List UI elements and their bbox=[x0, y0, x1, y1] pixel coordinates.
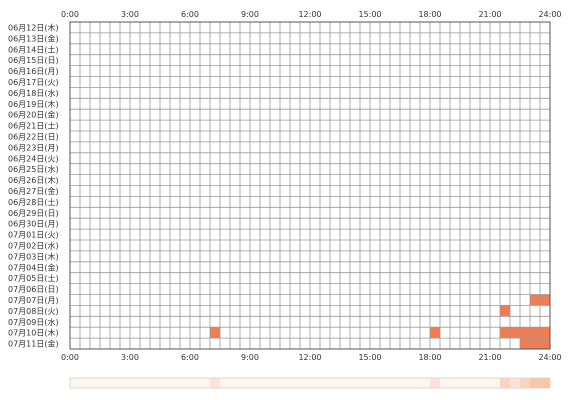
activity-cell bbox=[500, 327, 550, 339]
row-date-label: 06月20日(金) bbox=[8, 110, 59, 120]
x-tick-label-top: 21:00 bbox=[478, 10, 501, 19]
x-tick-label-bottom: 24:00 bbox=[538, 353, 561, 362]
x-tick-label-bottom: 21:00 bbox=[478, 353, 501, 362]
summary-strip-segment bbox=[530, 378, 540, 388]
x-tick-label-top: 6:00 bbox=[181, 10, 199, 19]
x-tick-label-bottom: 0:00 bbox=[61, 353, 79, 362]
x-tick-label-bottom: 3:00 bbox=[121, 353, 139, 362]
x-tick-label-top: 9:00 bbox=[241, 10, 259, 19]
row-date-label: 06月19日(木) bbox=[8, 99, 59, 109]
summary-strip-segment bbox=[500, 378, 510, 388]
activity-cell bbox=[210, 327, 220, 339]
summary-strip-segment bbox=[430, 378, 440, 388]
x-tick-label-top: 0:00 bbox=[61, 10, 79, 19]
row-date-label: 06月16日(月) bbox=[8, 67, 59, 76]
summary-strip-segment bbox=[510, 378, 520, 388]
row-date-label: 07月09日(水) bbox=[8, 317, 59, 327]
x-tick-label-bottom: 9:00 bbox=[241, 353, 259, 362]
row-date-label: 07月11日(金) bbox=[8, 339, 59, 349]
x-tick-label-bottom: 6:00 bbox=[181, 353, 199, 362]
summary-strip bbox=[70, 378, 550, 388]
row-date-label: 06月18日(水) bbox=[8, 88, 59, 98]
x-tick-label-top: 15:00 bbox=[358, 10, 381, 19]
row-date-label: 07月02日(水) bbox=[8, 240, 59, 250]
row-date-label: 07月08日(火) bbox=[8, 307, 59, 316]
x-tick-label-top: 24:00 bbox=[538, 10, 561, 19]
activity-cell bbox=[430, 327, 440, 339]
row-date-label: 06月25日(水) bbox=[8, 164, 59, 174]
row-date-label: 07月01日(火) bbox=[8, 231, 59, 240]
x-tick-label-bottom: 12:00 bbox=[298, 353, 321, 362]
x-tick-label-top: 3:00 bbox=[121, 10, 139, 19]
x-tick-label-top: 12:00 bbox=[298, 10, 321, 19]
summary-strip-segment bbox=[520, 378, 530, 388]
activity-cell bbox=[540, 338, 550, 349]
row-date-label: 07月04日(金) bbox=[8, 262, 59, 272]
row-date-label: 06月21日(土) bbox=[8, 121, 59, 131]
row-date-label: 06月15日(日) bbox=[8, 56, 59, 65]
row-date-label: 06月14日(土) bbox=[8, 44, 59, 54]
row-date-label: 06月24日(火) bbox=[8, 154, 59, 163]
row-date-label: 06月28日(土) bbox=[8, 197, 59, 207]
row-date-label: 07月07日(月) bbox=[8, 296, 59, 305]
summary-strip-border bbox=[69, 377, 551, 389]
row-date-label: 07月05日(土) bbox=[8, 273, 59, 283]
row-date-label: 06月13日(金) bbox=[8, 33, 59, 43]
row-date-label: 07月06日(日) bbox=[8, 285, 59, 294]
row-date-label: 06月26日(木) bbox=[8, 175, 59, 185]
activity-cell bbox=[500, 305, 510, 317]
x-tick-label-bottom: 18:00 bbox=[418, 353, 441, 362]
row-date-label: 06月30日(月) bbox=[8, 220, 59, 229]
row-date-label: 06月29日(日) bbox=[8, 209, 59, 218]
row-date-label: 06月23日(月) bbox=[8, 143, 59, 152]
plot-border bbox=[69, 21, 551, 350]
row-date-label: 06月12日(木) bbox=[8, 22, 59, 32]
row-date-label: 06月27日(金) bbox=[8, 186, 59, 196]
summary-strip-segment bbox=[540, 378, 550, 388]
row-date-label: 06月17日(火) bbox=[8, 78, 59, 87]
row-date-label: 07月10日(木) bbox=[8, 328, 59, 338]
row-date-label: 07月03日(木) bbox=[8, 251, 59, 261]
row-date-label: 06月22日(日) bbox=[8, 132, 59, 141]
x-tick-label-top: 18:00 bbox=[418, 10, 441, 19]
x-tick-label-bottom: 15:00 bbox=[358, 353, 381, 362]
summary-strip-segment bbox=[210, 378, 220, 388]
